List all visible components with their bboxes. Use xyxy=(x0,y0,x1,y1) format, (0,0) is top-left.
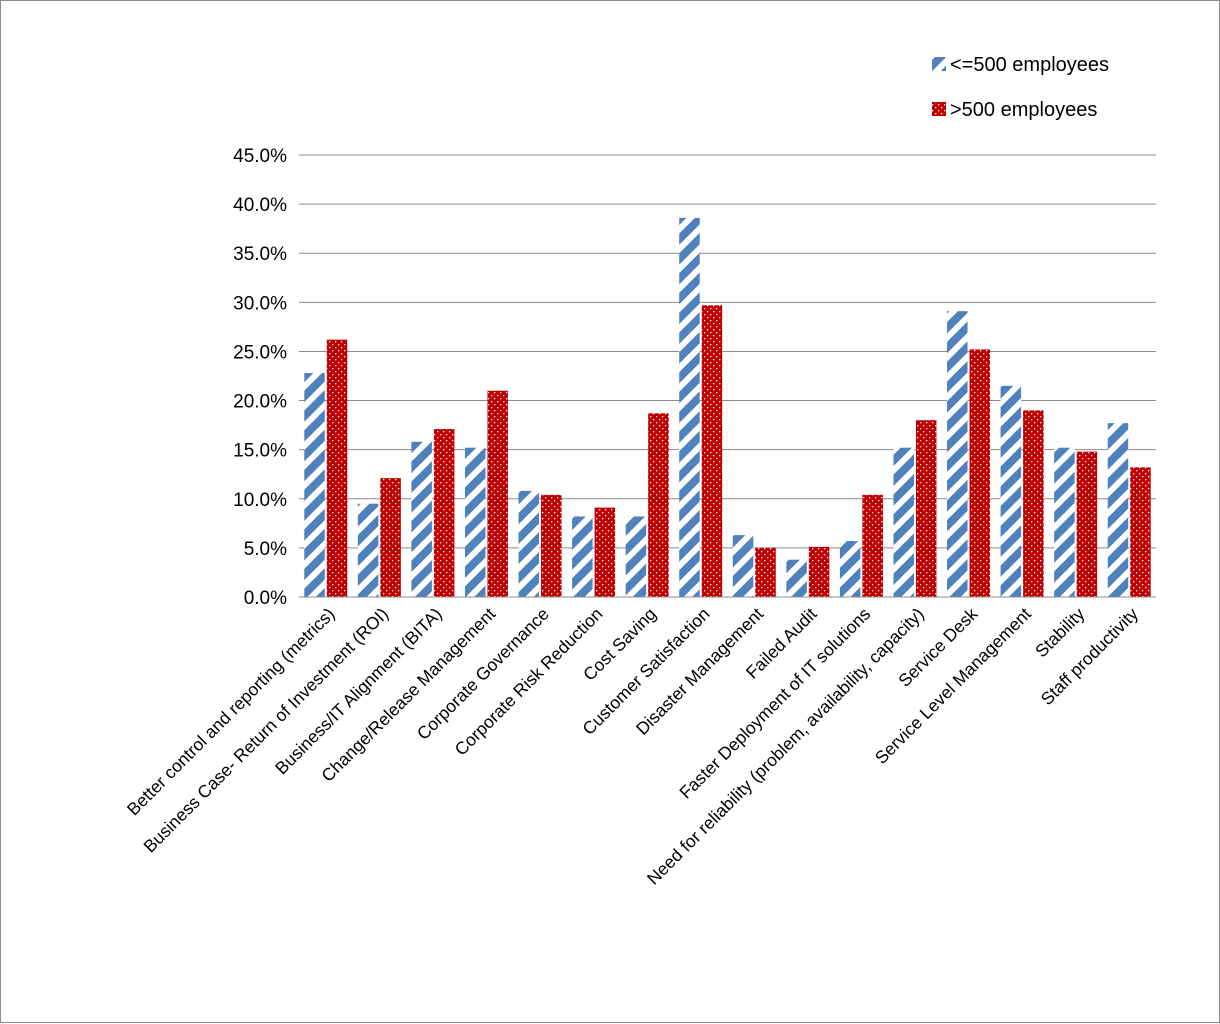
bar-large-org xyxy=(755,547,776,597)
y-tick-label: 10.0% xyxy=(233,490,287,511)
bar-small-org xyxy=(1107,423,1129,597)
bar-large-org xyxy=(808,546,830,597)
y-tick-label: 25.0% xyxy=(233,342,287,363)
bar-large-org xyxy=(648,413,669,597)
legend-label: <=500 employees xyxy=(950,54,1109,76)
x-tick-label: Business Case- Return of Investment (ROI… xyxy=(139,604,392,857)
bar-small-org xyxy=(357,503,379,597)
y-tick-label: 15.0% xyxy=(233,441,287,462)
x-tick-label: Better control and reporting (metrics) xyxy=(123,604,339,820)
bar-large-org xyxy=(541,494,562,597)
bar-large-org xyxy=(915,420,937,597)
bar-large-org xyxy=(433,429,455,597)
bar-small-org xyxy=(304,373,325,597)
x-tick-label: Staff productivity xyxy=(1037,604,1143,710)
bar-small-org xyxy=(786,559,807,597)
y-tick-label: 40.0% xyxy=(233,195,287,216)
y-tick-label: 35.0% xyxy=(233,244,287,265)
y-tick-label: 5.0% xyxy=(244,539,287,560)
bar-small-org xyxy=(947,311,968,597)
bar-large-org xyxy=(862,494,883,597)
y-tick-label: 30.0% xyxy=(233,293,287,314)
y-axis-ticks: 0.0% 5.0% 10.0% 15.0% 20.0% 25.0% 30.0% 35.0% 40… xyxy=(233,146,287,609)
bar-large-org xyxy=(326,339,348,597)
y-tick-label: 20.0% xyxy=(233,392,287,413)
bar-large-org xyxy=(1023,410,1044,597)
bar-small-org xyxy=(464,447,486,597)
bar-large-org xyxy=(594,507,616,597)
bar-small-org xyxy=(839,541,861,597)
bar-small-org xyxy=(1054,447,1075,597)
y-tick-label: 45.0% xyxy=(233,146,287,167)
bar-small-org xyxy=(625,516,647,597)
bar-small-org xyxy=(679,217,700,597)
x-axis-labels: Better control and reporting (metrics)Bu… xyxy=(123,604,1142,889)
legend-swatch xyxy=(932,57,946,71)
bar-small-org xyxy=(893,447,914,597)
x-tick-label: Faster Deployment of IT solutions xyxy=(675,604,874,803)
bars xyxy=(304,217,1151,597)
bar-small-org xyxy=(1000,385,1022,597)
bar-small-org xyxy=(411,441,432,597)
bar-small-org xyxy=(572,516,593,597)
bar-large-org xyxy=(969,349,991,597)
bar-large-org xyxy=(380,478,401,597)
bar-large-org xyxy=(487,390,508,597)
bar-small-org xyxy=(732,535,754,597)
bar-large-org xyxy=(701,305,723,597)
bar-large-org xyxy=(1130,467,1151,597)
y-tick-label: 0.0% xyxy=(244,588,287,609)
bar-large-org xyxy=(1076,451,1098,597)
legend-label: >500 employees xyxy=(950,99,1097,121)
legend: <=500 employees >500 employees xyxy=(932,54,1109,121)
legend-swatch xyxy=(932,102,946,116)
bar-small-org xyxy=(518,490,540,597)
